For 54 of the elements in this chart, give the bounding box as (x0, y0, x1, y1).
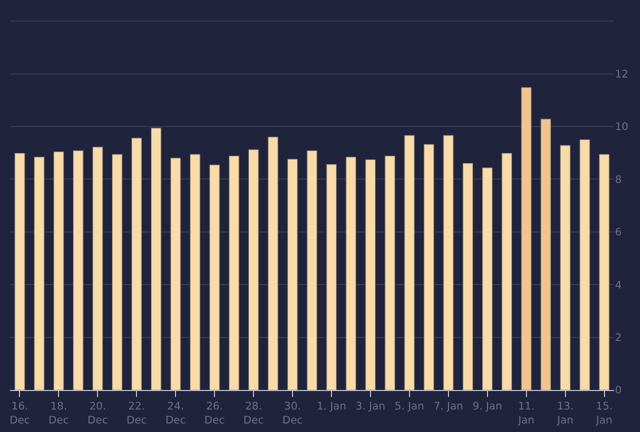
bar (540, 118, 551, 390)
x-tick-label: 3. Jan (356, 400, 386, 413)
x-tick-label: 18. Dec (48, 400, 70, 426)
x-tick-label: 7. Jan (434, 400, 464, 413)
x-tick-label: 9. Jan (472, 400, 502, 413)
x-tick-label: 5. Jan (394, 400, 424, 413)
bar (34, 156, 44, 390)
bar (170, 158, 181, 390)
bar (482, 168, 493, 390)
bar (560, 145, 570, 390)
y-tick-label: 0 (615, 384, 622, 397)
bar (268, 136, 278, 390)
bar (150, 128, 162, 390)
y-tick-label: 4 (615, 279, 622, 292)
y-tick-label: 2 (615, 332, 622, 344)
bar (462, 163, 474, 390)
bar (228, 156, 240, 390)
bar (287, 158, 298, 390)
bar (599, 154, 610, 390)
bar (73, 150, 84, 390)
x-tick-label: 1. Jan (316, 400, 346, 413)
x-tick-label: 13. Jan (556, 400, 574, 426)
x-tick-label: 30. Dec (282, 400, 303, 426)
x-tick-label: 16. Dec (10, 400, 30, 426)
bar (14, 153, 25, 390)
bar (54, 151, 64, 390)
y-tick-label: 6 (615, 226, 622, 239)
y-tick-label: 12 (615, 68, 628, 80)
y-tick-label: 8 (615, 174, 622, 186)
x-tick-label: 15. Jan (595, 400, 613, 426)
bar (580, 139, 590, 390)
bar (190, 154, 200, 390)
x-tick-label: 24. Dec (165, 400, 186, 426)
bar (92, 146, 103, 390)
y-tick-label: 10 (615, 121, 628, 134)
bar (209, 164, 220, 390)
bar (443, 135, 454, 390)
bar (424, 144, 434, 390)
bar (326, 164, 337, 390)
bar (131, 138, 142, 390)
x-tick-label: 26. Dec (204, 400, 225, 426)
bar (365, 159, 376, 390)
x-tick-label: 28. Dec (243, 400, 264, 426)
bar (404, 135, 415, 390)
bar (384, 156, 396, 390)
x-tick-label: 11. Jan (517, 400, 535, 426)
bar (346, 156, 356, 390)
bar (521, 87, 532, 390)
bar (502, 153, 512, 390)
x-tick-label: 22. Dec (126, 400, 148, 426)
x-tick-label: 20. Dec (88, 400, 108, 426)
bar (306, 150, 318, 390)
bar (248, 149, 259, 390)
bar (112, 154, 122, 390)
